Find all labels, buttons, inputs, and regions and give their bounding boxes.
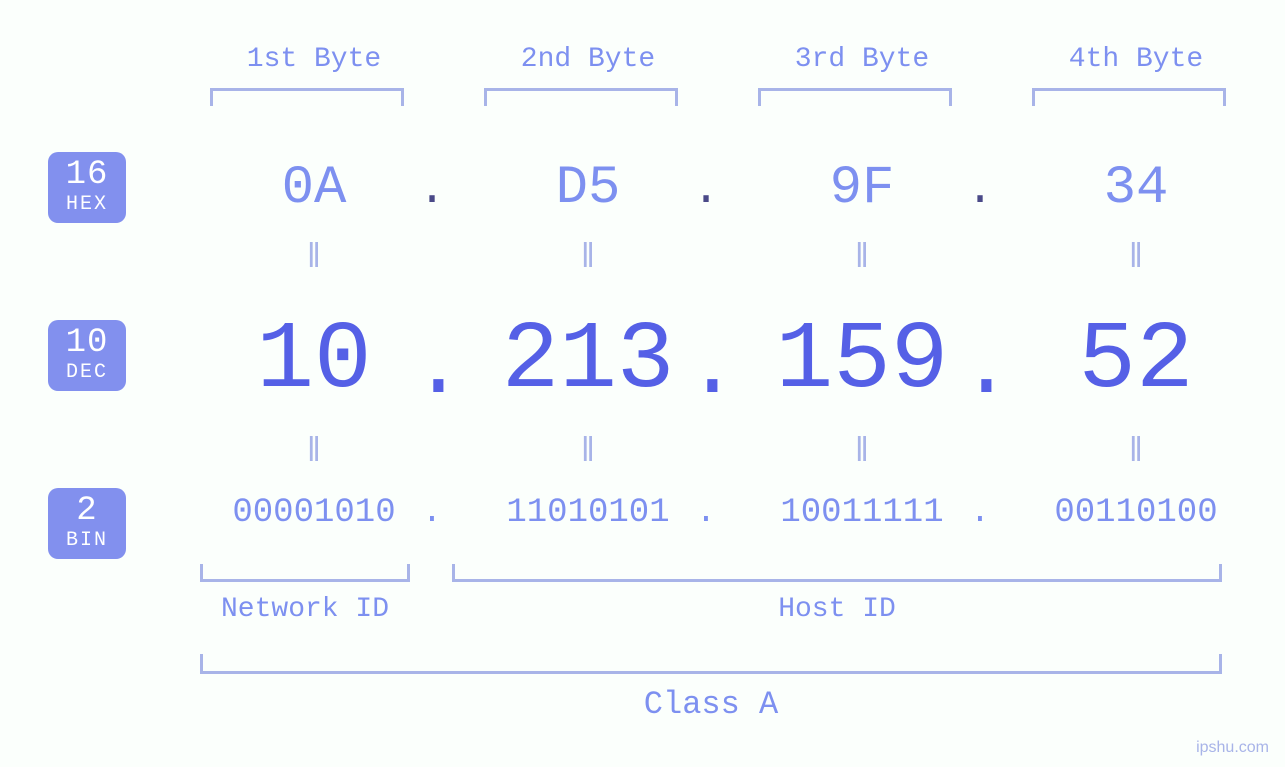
dot-hex-3: .	[960, 164, 1000, 216]
hex-byte-3: 9F	[752, 158, 972, 219]
ip-address-diagram: 16 HEX 10 DEC 2 BIN 1st Byte 0A ǁ 10 ǁ 000010…	[0, 0, 1285, 767]
dot-hex-1: .	[412, 164, 452, 216]
dec-byte-1: 10	[204, 306, 424, 415]
badge-bin: 2 BIN	[48, 488, 126, 559]
bin-byte-3: 10011111	[734, 494, 990, 532]
equals-dec-bin-4: ǁ	[1106, 434, 1166, 472]
dec-byte-2: 213	[478, 306, 698, 415]
byte-bracket-3	[758, 88, 952, 106]
byte-bracket-1	[210, 88, 404, 106]
equals-dec-bin-3: ǁ	[832, 434, 892, 472]
badge-hex-base: 16	[48, 158, 126, 194]
class-bracket	[200, 654, 1222, 674]
hex-byte-1: 0A	[204, 158, 424, 219]
badge-dec-base: 10	[48, 326, 126, 362]
badge-bin-base: 2	[48, 494, 126, 530]
equals-hex-dec-1: ǁ	[284, 240, 344, 278]
dot-dec-2: .	[686, 320, 726, 419]
dot-dec-1: .	[412, 320, 452, 419]
dot-hex-2: .	[686, 164, 726, 216]
bin-byte-2: 11010101	[460, 494, 716, 532]
badge-dec-label: DEC	[48, 362, 126, 383]
badge-dec: 10 DEC	[48, 320, 126, 391]
badge-bin-label: BIN	[48, 530, 126, 551]
hex-byte-4: 34	[1026, 158, 1246, 219]
dot-bin-1: .	[412, 494, 452, 532]
dot-dec-3: .	[960, 320, 1000, 419]
equals-dec-bin-2: ǁ	[558, 434, 618, 472]
bin-byte-1: 00001010	[186, 494, 442, 532]
equals-dec-bin-1: ǁ	[284, 434, 344, 472]
equals-hex-dec-2: ǁ	[558, 240, 618, 278]
dec-byte-3: 159	[752, 306, 972, 415]
equals-hex-dec-3: ǁ	[832, 240, 892, 278]
class-label: Class A	[200, 686, 1222, 723]
dot-bin-3: .	[960, 494, 1000, 532]
host-id-label: Host ID	[452, 594, 1222, 625]
hex-byte-2: D5	[478, 158, 698, 219]
byte-bracket-4	[1032, 88, 1226, 106]
dec-byte-4: 52	[1026, 306, 1246, 415]
equals-hex-dec-4: ǁ	[1106, 240, 1166, 278]
badge-hex-label: HEX	[48, 194, 126, 215]
bin-byte-4: 00110100	[1008, 494, 1264, 532]
network-id-bracket	[200, 564, 410, 582]
dot-bin-2: .	[686, 494, 726, 532]
watermark: ipshu.com	[1196, 739, 1269, 757]
byte-header-3: 3rd Byte	[752, 44, 972, 75]
byte-header-4: 4th Byte	[1026, 44, 1246, 75]
badge-hex: 16 HEX	[48, 152, 126, 223]
network-id-label: Network ID	[200, 594, 410, 625]
byte-bracket-2	[484, 88, 678, 106]
byte-header-2: 2nd Byte	[478, 44, 698, 75]
byte-header-1: 1st Byte	[204, 44, 424, 75]
host-id-bracket	[452, 564, 1222, 582]
